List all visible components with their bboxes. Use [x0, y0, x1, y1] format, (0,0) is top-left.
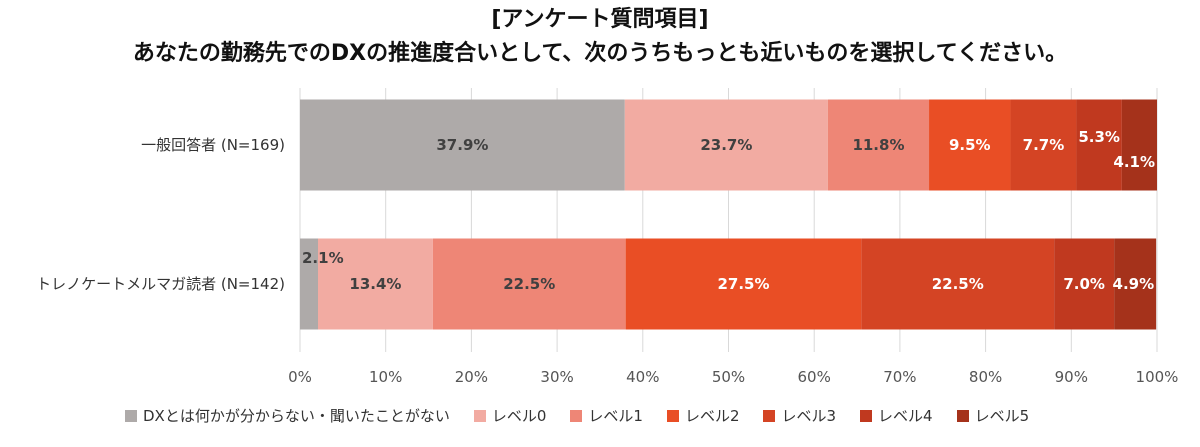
bar-segment [1010, 99, 1077, 191]
bar-segment [300, 99, 625, 191]
bar-segment [300, 238, 318, 330]
legend-swatch [860, 409, 873, 422]
legend-swatch [763, 409, 776, 422]
bar-segment [929, 99, 1011, 191]
bar-segment [625, 238, 862, 330]
data-label: 5.3% [1078, 128, 1120, 146]
x-tick-label: 80% [969, 368, 1002, 386]
data-label: 9.5% [949, 136, 991, 154]
bar-segment [827, 99, 930, 191]
legend-label: レベル2 [684, 407, 740, 425]
data-label: 23.7% [700, 136, 752, 154]
bar-segment [1076, 99, 1122, 191]
bar-segment [861, 238, 1055, 330]
legend-label: レベル0 [491, 407, 547, 425]
x-tick-label: 100% [1136, 368, 1179, 386]
legend-item: レベル0 [473, 405, 547, 426]
legend-swatch [570, 409, 583, 422]
bar-segment [1121, 99, 1157, 191]
x-tick-label: 10% [369, 368, 402, 386]
data-label: 27.5% [717, 275, 769, 293]
data-label: 4.9% [1113, 275, 1155, 293]
legend-swatch [473, 409, 486, 422]
stacked-bar-chart: 0% 10% 20% 30% 40% 50% 60% 70% 80% 90% 100% 一般回答者 (… [36, 88, 1179, 386]
x-tick-label: 70% [883, 368, 916, 386]
bar-segment [1054, 238, 1115, 330]
data-label: 22.5% [503, 275, 555, 293]
bar-segment [624, 99, 828, 191]
chart-legend: DXとは何かが分からない・聞いたことがない レベル0 レベル1 レベル2 レベル3 レベル… [125, 405, 1053, 426]
x-tick-label: 90% [1055, 368, 1088, 386]
bar-segment [317, 238, 433, 330]
legend-label: DXとは何かが分からない・聞いたことがない [143, 407, 450, 425]
x-tick-label: 40% [626, 368, 659, 386]
legend-label: レベル3 [781, 407, 837, 425]
data-label: 7.7% [1023, 136, 1065, 154]
legend-label: レベル5 [974, 407, 1030, 425]
bar-segment [1114, 238, 1157, 330]
category-label: トレノケートメルマガ読者 (N=142) [36, 275, 285, 293]
category-label: 一般回答者 (N=169) [141, 136, 285, 154]
x-tick-label: 20% [455, 368, 488, 386]
data-label: 2.1% [302, 249, 344, 267]
x-tick-label: 0% [288, 368, 312, 386]
legend-item: レベル2 [666, 405, 740, 426]
x-tick-label: 30% [540, 368, 573, 386]
data-label: 37.9% [436, 136, 488, 154]
legend-item: レベル5 [956, 405, 1030, 426]
data-label: 13.4% [349, 275, 401, 293]
legend-swatch [956, 409, 969, 422]
legend-label: レベル4 [878, 407, 933, 425]
legend-label: レベル1 [588, 407, 643, 425]
data-label: 22.5% [932, 275, 984, 293]
x-tick-label: 60% [798, 368, 831, 386]
data-label: 7.0% [1063, 275, 1105, 293]
x-tick-label: 50% [712, 368, 745, 386]
legend-item: レベル4 [860, 405, 933, 426]
bar-segment [432, 238, 626, 330]
legend-swatch [125, 409, 137, 422]
chart-title: [アンケート質問項目] [491, 7, 709, 32]
legend-swatch [666, 409, 679, 422]
legend-item: レベル1 [570, 405, 643, 426]
data-label: 4.1% [1113, 153, 1155, 171]
chart-subtitle: あなたの勤務先でのDXの推進度合いとして、次のうちもっとも近いものを選択してくだ… [132, 41, 1068, 66]
data-label: 11.8% [852, 136, 904, 154]
legend-item: レベル3 [763, 405, 836, 426]
legend-item: DXとは何かが分からない・聞いたことがない [125, 405, 450, 426]
